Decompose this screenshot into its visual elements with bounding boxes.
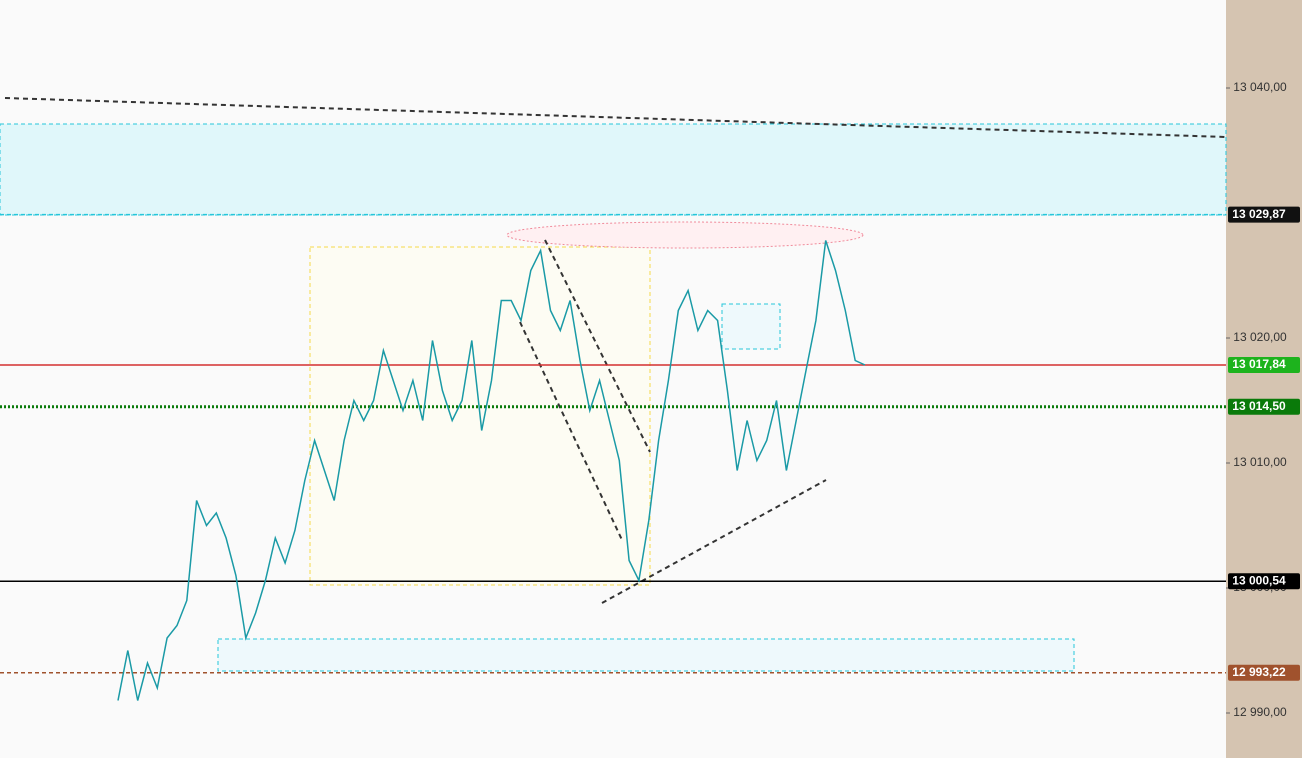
price-level-label: 13 014,50 [1232, 399, 1286, 413]
price-line [117, 240, 866, 701]
price-level-label-bg [1228, 357, 1300, 373]
y-tick-label: 12 990,00 [1233, 705, 1287, 719]
top-ellipse [506, 221, 864, 249]
support-zone [217, 638, 1075, 672]
price-level-label-bg [1228, 573, 1300, 590]
small-zone [721, 303, 781, 350]
resistance-zone [0, 123, 1227, 216]
trend-line [4, 97, 1227, 138]
support-trend-line [601, 479, 827, 604]
price-level-label-bg [1228, 664, 1300, 681]
price-level-label-bg [1228, 398, 1300, 415]
price-level-label: 13 029,87 [1232, 207, 1286, 221]
channel-line [544, 239, 651, 453]
y-tick-label: 13 040,00 [1233, 80, 1287, 94]
y-tick-label: 13 010,00 [1233, 455, 1287, 469]
price-level-label: 12 993,22 [1232, 665, 1286, 679]
price-level-label: 13 017,84 [1232, 357, 1286, 371]
price-axis [1226, 0, 1302, 758]
price-level-label: 13 000,54 [1232, 573, 1286, 587]
price-level-label-bg [1228, 206, 1300, 223]
channel-line [519, 321, 623, 541]
y-tick-label: 13 020,00 [1233, 330, 1287, 344]
